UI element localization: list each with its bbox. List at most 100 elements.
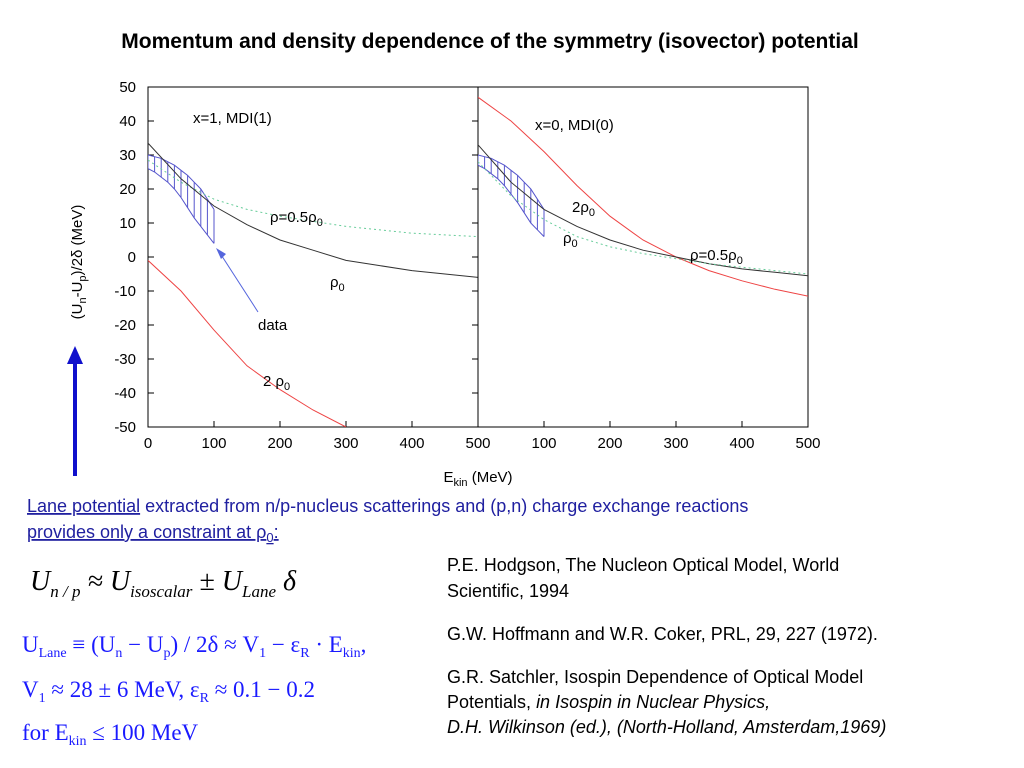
lane-text-sub: 0 (266, 530, 273, 545)
y-tick-label: 30 (119, 147, 136, 164)
series-label-part: 2ρ (572, 199, 589, 216)
y-tick-label: 0 (128, 249, 136, 266)
y-tick-label: 40 (119, 113, 136, 130)
series-label: 2 ρ0 (263, 373, 290, 393)
lane-text-part: extracted from n/p-nucleus scatterings a… (140, 496, 748, 516)
y-axis-label: (Un-Up)/2δ (MeV) (69, 205, 89, 320)
x-tick-label: 400 (399, 435, 424, 452)
y-tick-label: -20 (114, 317, 136, 334)
x-tick-label: 200 (267, 435, 292, 452)
y-tick-label: 10 (119, 215, 136, 232)
equation-part: · E (310, 632, 343, 657)
plot-area (148, 142, 478, 427)
equation-sub: 1 (259, 646, 266, 661)
x-axis-label: Ekin (MeV) (443, 469, 512, 489)
y-tick-label: -30 (114, 351, 136, 368)
equation-sub: R (300, 646, 310, 661)
equation-sub: n / p (50, 582, 80, 601)
equation-part: ≤ 100 MeV (87, 720, 199, 745)
plot-frame (147, 86, 479, 428)
equation-sub: kin (69, 734, 87, 749)
x-tick-label: 300 (663, 435, 688, 452)
reference: Scientific, 1994 (447, 581, 569, 601)
x-tick-label: 0 (144, 435, 152, 452)
equation-sub: Lane (39, 646, 67, 661)
equation-part: V (22, 677, 39, 702)
panel-title: x=0, MDI(0) (535, 117, 614, 134)
series-label: 2ρ0 (572, 199, 595, 219)
series-label-part: 2 ρ (263, 373, 284, 390)
x-tick-label: 100 (531, 435, 556, 452)
y-tick-label: -40 (114, 385, 136, 402)
annotation-arrow (217, 249, 259, 313)
y-tick-label: 20 (119, 181, 136, 198)
equation-sub: R (200, 691, 210, 706)
equation: V1 ≈ 28 ± 6 MeV, εR ≈ 0.1 − 0.2 (22, 677, 315, 706)
y-axis-label-part: (U (69, 304, 86, 320)
equation-sub: 1 (39, 691, 46, 706)
data-edge (148, 168, 215, 244)
equation-part: for E (22, 720, 69, 745)
equation-part: ≡ (U (67, 632, 116, 657)
plot-area (478, 96, 808, 297)
arrow-head (67, 346, 83, 364)
curve (148, 142, 478, 278)
equation-sub: n (115, 646, 122, 661)
series-label: ρ0 (563, 230, 578, 250)
equation: for Ekin ≤ 100 MeV (22, 720, 199, 749)
series-label-sub: 0 (572, 238, 578, 250)
x-tick-label: 400 (729, 435, 754, 452)
lane-text: Lane potential extracted from n/p-nucleu… (27, 496, 748, 516)
x-axis-label-part: (MeV) (468, 469, 513, 486)
x-tick-label: 500 (465, 435, 490, 452)
lane-text-part: : (274, 522, 279, 542)
annotation: data (258, 317, 288, 334)
plot-frame (477, 86, 809, 428)
equation-part: ± U (192, 566, 243, 597)
slide-title: Momentum and density dependence of the s… (121, 30, 858, 53)
equation-part: ) / 2δ ≈ V (170, 632, 259, 657)
equation-part: ≈ 28 ± 6 MeV, ε (46, 677, 200, 702)
curve (478, 144, 808, 277)
y-axis-label-sub: p (77, 275, 89, 281)
data-edge (478, 164, 545, 237)
equation-part: ≈ U (80, 566, 131, 597)
reference-part: in Isospin in Nuclear Physics, (536, 692, 770, 712)
x-tick-label: 200 (597, 435, 622, 452)
equation-sub: Lane (241, 582, 276, 601)
equation-part: − ε (266, 632, 300, 657)
series-label-part: ρ (330, 274, 339, 291)
y-axis-label-part: -U (69, 282, 86, 298)
reference: Potentials, in Isospin in Nuclear Physic… (447, 692, 770, 712)
reference: G.R. Satchler, Isospin Dependence of Opt… (447, 667, 863, 687)
reference: P.E. Hodgson, The Nucleon Optical Model,… (447, 555, 839, 575)
equation: Un / p ≈ Uisoscalar ± ULane δ (30, 566, 297, 601)
annotation-arrow-head (216, 248, 226, 259)
panel-title: x=1, MDI(1) (193, 110, 272, 127)
equation-sub: kin (343, 646, 361, 661)
reference: G.W. Hoffmann and W.R. Coker, PRL, 29, 2… (447, 624, 878, 644)
series-label-part: ρ=0.5ρ (270, 209, 317, 226)
equation-part: − U (122, 632, 163, 657)
lane-text-part: provides only a constraint at ρ (27, 522, 266, 542)
x-axis-label-sub: kin (453, 477, 467, 489)
curve (148, 260, 347, 427)
curve (478, 96, 808, 297)
reference: D.H. Wilkinson (ed.), (North-Holland, Am… (447, 717, 886, 737)
x-tick-label: 500 (795, 435, 820, 452)
x-tick-label: 100 (201, 435, 226, 452)
equation: ULane ≡ (Un − Up) / 2δ ≈ V1 − εR · Ekin, (22, 632, 366, 661)
x-axis-label-part: E (443, 469, 453, 486)
lane-link: Lane potential (27, 496, 140, 516)
data-edge (148, 154, 215, 210)
equation-part: ≈ 0.1 − 0.2 (209, 677, 315, 702)
series-label: ρ=0.5ρ0 (270, 209, 323, 229)
series-label-part: ρ=0.5ρ (690, 247, 737, 264)
equation-sub: p (163, 646, 170, 661)
lane-text: provides only a constraint at ρ0: (27, 522, 279, 545)
x-tick-label: 300 (333, 435, 358, 452)
y-tick-label: -50 (114, 419, 136, 436)
series-label-sub: 0 (589, 207, 595, 219)
series-label: ρ0 (330, 274, 345, 294)
